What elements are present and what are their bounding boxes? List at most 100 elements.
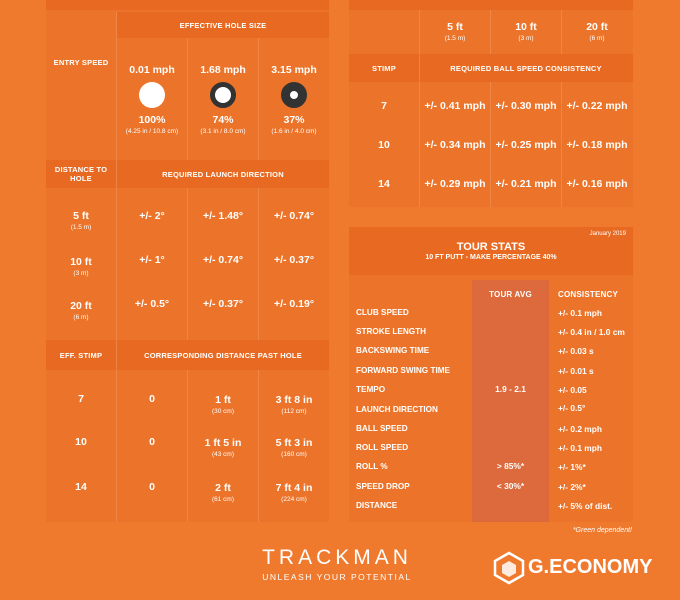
stimp-value: 7	[78, 393, 84, 405]
speed-col-3: 3.15 mph 37% (1.6 in / 4.0 cm)	[259, 48, 329, 150]
speed-pct: 100%	[138, 113, 166, 126]
dist-metric: (1.5 m)	[70, 223, 92, 231]
past-metric: (61 cm)	[211, 495, 235, 503]
dist-metric: (6 m)	[73, 313, 89, 321]
stat-cons: +/- 0.03 s	[558, 346, 594, 356]
watermark-logo-icon	[492, 551, 526, 590]
consistency-value: +/- 0.25 mph	[495, 139, 557, 151]
launch-value: +/- 1.48°	[202, 210, 244, 222]
divider	[490, 10, 491, 54]
stimp-value: 7	[381, 100, 387, 112]
speed-pct: 37%	[283, 113, 305, 126]
tour-subtitle: 10 FT PUTT - MAKE PERCENTAGE 40%	[425, 254, 557, 261]
past-value: 3 ft 8 in	[275, 393, 313, 406]
past-header-bg	[46, 340, 329, 370]
right-panel	[349, 0, 633, 207]
stat-cons: +/- 0.5°	[558, 403, 586, 413]
stat-cons: +/- 0.4 in / 1.0 cm	[558, 327, 625, 337]
launch-row-dist: 5 ft (1.5 m)	[46, 200, 116, 240]
dist-col-1: 5 ft (1.5 m)	[420, 14, 490, 48]
dist-metric: (3 m)	[73, 269, 89, 277]
dist-value: 5 ft	[73, 209, 89, 222]
launch-value: +/- 0.19°	[273, 298, 315, 310]
past-value: 0	[149, 393, 155, 405]
divider	[187, 188, 188, 340]
stat-avg: > 85%*	[496, 461, 525, 471]
past-value: 7 ft 4 in	[275, 481, 313, 494]
dist-metric: (3 m)	[518, 34, 534, 42]
stat-name: BALL SPEED	[356, 424, 408, 433]
stat-cons: +/- 0.2 mph	[558, 424, 602, 434]
entry-speed-label: ENTRY SPEED	[53, 57, 109, 67]
stat-cons: +/- 5% of dist.	[558, 501, 613, 511]
past-metric: (30 cm)	[211, 407, 235, 415]
stat-name: FORWARD SWING TIME	[356, 366, 450, 375]
speed-size: (4.25 in / 10.8 cm)	[125, 127, 179, 135]
left-top-strip	[46, 0, 329, 10]
divider	[187, 38, 188, 160]
stat-cons: +/- 0.05	[558, 385, 587, 395]
brand-name: TRACKMAN	[262, 546, 412, 569]
stat-cons: +/- 1%*	[558, 462, 586, 472]
stat-name: DISTANCE	[356, 501, 398, 510]
launch-value: +/- 0.37°	[202, 298, 244, 310]
consistency-value: +/- 0.34 mph	[424, 139, 486, 151]
divider	[490, 82, 491, 207]
consistency-value: +/- 0.41 mph	[424, 100, 486, 112]
dist-metric: (1.5 m)	[444, 34, 466, 42]
dist-col-2: 10 ft (3 m)	[491, 14, 561, 48]
consistency-col-header: CONSISTENCY	[558, 290, 618, 299]
divider	[116, 12, 117, 522]
tour-title: TOUR STATS	[456, 241, 526, 253]
speed-pct: 74%	[212, 113, 234, 126]
stimp-value: 14	[378, 178, 390, 190]
past-metric: (112 cm)	[281, 407, 307, 415]
stat-name: ROLL SPEED	[356, 443, 409, 452]
effective-header-bg	[117, 12, 329, 38]
divider	[561, 82, 562, 207]
divider	[258, 38, 259, 160]
divider	[187, 370, 188, 522]
stat-cons: +/- 2%*	[558, 482, 586, 492]
launch-value: +/- 0.5°	[134, 298, 170, 310]
launch-row-dist: 20 ft (6 m)	[46, 290, 116, 330]
tour-header-bg	[349, 227, 633, 275]
stat-name: LAUNCH DIRECTION	[356, 405, 438, 414]
hole-size-icon	[210, 81, 236, 108]
tour-title-block: TOUR STATS 10 FT PUTT - MAKE PERCENTAGE …	[349, 236, 633, 266]
launch-header-bg	[46, 160, 329, 188]
stimp-value: 10	[75, 436, 87, 448]
stat-name: SPEED DROP	[356, 482, 410, 491]
consistency-value: +/- 0.29 mph	[424, 178, 486, 190]
brand-tagline: UNLEASH YOUR POTENTIAL	[262, 572, 412, 582]
hole-size-icon	[139, 81, 165, 108]
launch-header: REQUIRED LAUNCH DIRECTION	[162, 169, 284, 179]
tour-date: January 2019	[589, 231, 626, 237]
consistency-value: +/- 0.30 mph	[495, 100, 557, 112]
past-value: 1 ft 5 in	[204, 436, 242, 449]
consistency-value: +/- 0.22 mph	[566, 100, 628, 112]
dist-value: 5 ft	[447, 20, 463, 33]
past-metric: (160 cm)	[281, 450, 307, 458]
dist-col-3: 20 ft (6 m)	[562, 14, 632, 48]
speed-col-2: 1.68 mph 74% (3.1 in / 8.0 cm)	[188, 48, 258, 150]
launch-value: +/- 2°	[139, 210, 165, 222]
past-value: 0	[149, 481, 155, 493]
stimp-value: 10	[378, 139, 390, 151]
consistency-header-bg	[349, 54, 633, 82]
effective-header: EFFECTIVE HOLE SIZE	[179, 20, 267, 30]
launch-row-dist: 10 ft (3 m)	[46, 246, 116, 286]
consistency-value: +/- 0.16 mph	[566, 178, 628, 190]
tour-avg-header: TOUR AVG	[489, 289, 532, 299]
past-cell: 5 ft 3 in (160 cm)	[259, 427, 329, 467]
divider	[561, 10, 562, 54]
dist-value: 10 ft	[515, 20, 537, 33]
launch-value: +/- 1°	[139, 254, 165, 266]
consistency-header: REQUIRED BALL SPEED CONSISTENCY	[450, 63, 602, 73]
past-cell: 1 ft 5 in (43 cm)	[188, 427, 258, 467]
past-value: 5 ft 3 in	[275, 436, 313, 449]
stimp-label: EFF. STIMP	[59, 350, 103, 360]
speed-col-1: 0.01 mph 100% (4.25 in / 10.8 cm)	[117, 48, 187, 150]
distance-label: DISTANCE TO HOLE	[54, 165, 108, 183]
stat-avg: 1.9 - 2.1	[495, 384, 526, 394]
